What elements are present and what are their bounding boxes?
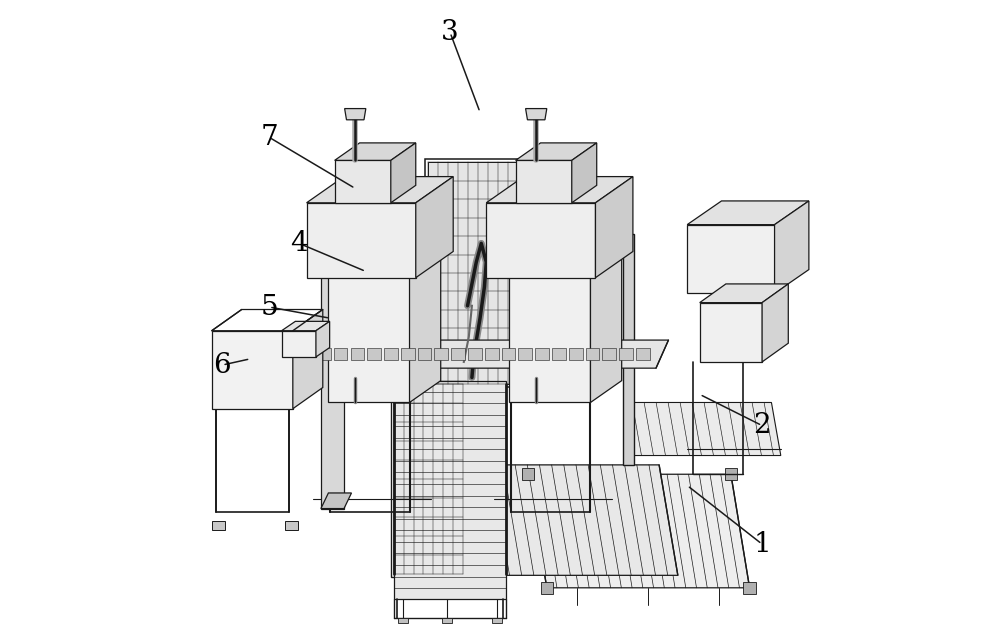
Polygon shape xyxy=(321,493,351,509)
Polygon shape xyxy=(522,468,534,480)
Polygon shape xyxy=(328,256,410,402)
Polygon shape xyxy=(307,177,453,203)
Polygon shape xyxy=(398,618,408,623)
Polygon shape xyxy=(293,310,323,409)
Polygon shape xyxy=(451,348,465,361)
Polygon shape xyxy=(516,143,597,160)
Polygon shape xyxy=(317,348,331,361)
Polygon shape xyxy=(602,348,616,361)
Text: 3: 3 xyxy=(441,19,459,46)
Polygon shape xyxy=(335,160,391,203)
Polygon shape xyxy=(485,348,499,361)
Polygon shape xyxy=(283,348,297,361)
Text: 2: 2 xyxy=(753,412,771,439)
Polygon shape xyxy=(428,162,528,384)
Polygon shape xyxy=(456,465,678,575)
Polygon shape xyxy=(410,234,441,402)
Polygon shape xyxy=(269,340,668,368)
Polygon shape xyxy=(335,143,416,160)
Polygon shape xyxy=(775,201,809,293)
Polygon shape xyxy=(345,109,366,120)
Polygon shape xyxy=(509,256,590,402)
Polygon shape xyxy=(725,468,737,480)
Polygon shape xyxy=(300,348,314,361)
Polygon shape xyxy=(586,348,599,361)
Polygon shape xyxy=(486,203,595,278)
Polygon shape xyxy=(212,521,225,530)
Polygon shape xyxy=(687,225,775,293)
Polygon shape xyxy=(687,201,809,225)
Polygon shape xyxy=(282,321,330,331)
Polygon shape xyxy=(743,582,756,594)
Polygon shape xyxy=(552,348,566,361)
Polygon shape xyxy=(700,303,762,362)
Polygon shape xyxy=(351,348,364,361)
Polygon shape xyxy=(526,109,547,120)
Text: 5: 5 xyxy=(260,293,278,321)
Polygon shape xyxy=(700,284,788,303)
Polygon shape xyxy=(416,177,453,278)
Polygon shape xyxy=(590,234,622,402)
Text: 4: 4 xyxy=(290,230,308,257)
Text: 7: 7 xyxy=(260,124,278,151)
Polygon shape xyxy=(623,234,634,465)
Polygon shape xyxy=(619,348,633,361)
Polygon shape xyxy=(636,348,650,361)
Polygon shape xyxy=(334,348,347,361)
Polygon shape xyxy=(535,348,549,360)
Polygon shape xyxy=(394,384,463,574)
Polygon shape xyxy=(212,331,293,409)
Polygon shape xyxy=(518,348,532,361)
Polygon shape xyxy=(307,203,416,278)
Polygon shape xyxy=(502,348,515,361)
Text: 1: 1 xyxy=(753,530,771,558)
Polygon shape xyxy=(625,402,781,456)
Polygon shape xyxy=(528,474,750,588)
Polygon shape xyxy=(509,234,622,256)
Polygon shape xyxy=(434,348,448,361)
Polygon shape xyxy=(285,521,298,530)
Polygon shape xyxy=(442,618,452,623)
Polygon shape xyxy=(572,143,597,203)
Polygon shape xyxy=(516,160,572,203)
Polygon shape xyxy=(282,331,316,357)
Polygon shape xyxy=(492,618,502,623)
Polygon shape xyxy=(486,177,633,203)
Polygon shape xyxy=(468,348,482,361)
Text: 6: 6 xyxy=(214,351,231,379)
Polygon shape xyxy=(401,348,415,361)
Polygon shape xyxy=(394,381,506,599)
Polygon shape xyxy=(762,284,788,362)
Polygon shape xyxy=(391,143,416,203)
Polygon shape xyxy=(541,582,553,594)
Polygon shape xyxy=(367,348,381,360)
Polygon shape xyxy=(569,348,583,361)
Polygon shape xyxy=(321,275,344,509)
Polygon shape xyxy=(384,348,398,360)
Polygon shape xyxy=(328,234,441,256)
Polygon shape xyxy=(595,177,633,278)
Polygon shape xyxy=(418,348,431,361)
Polygon shape xyxy=(316,321,330,357)
